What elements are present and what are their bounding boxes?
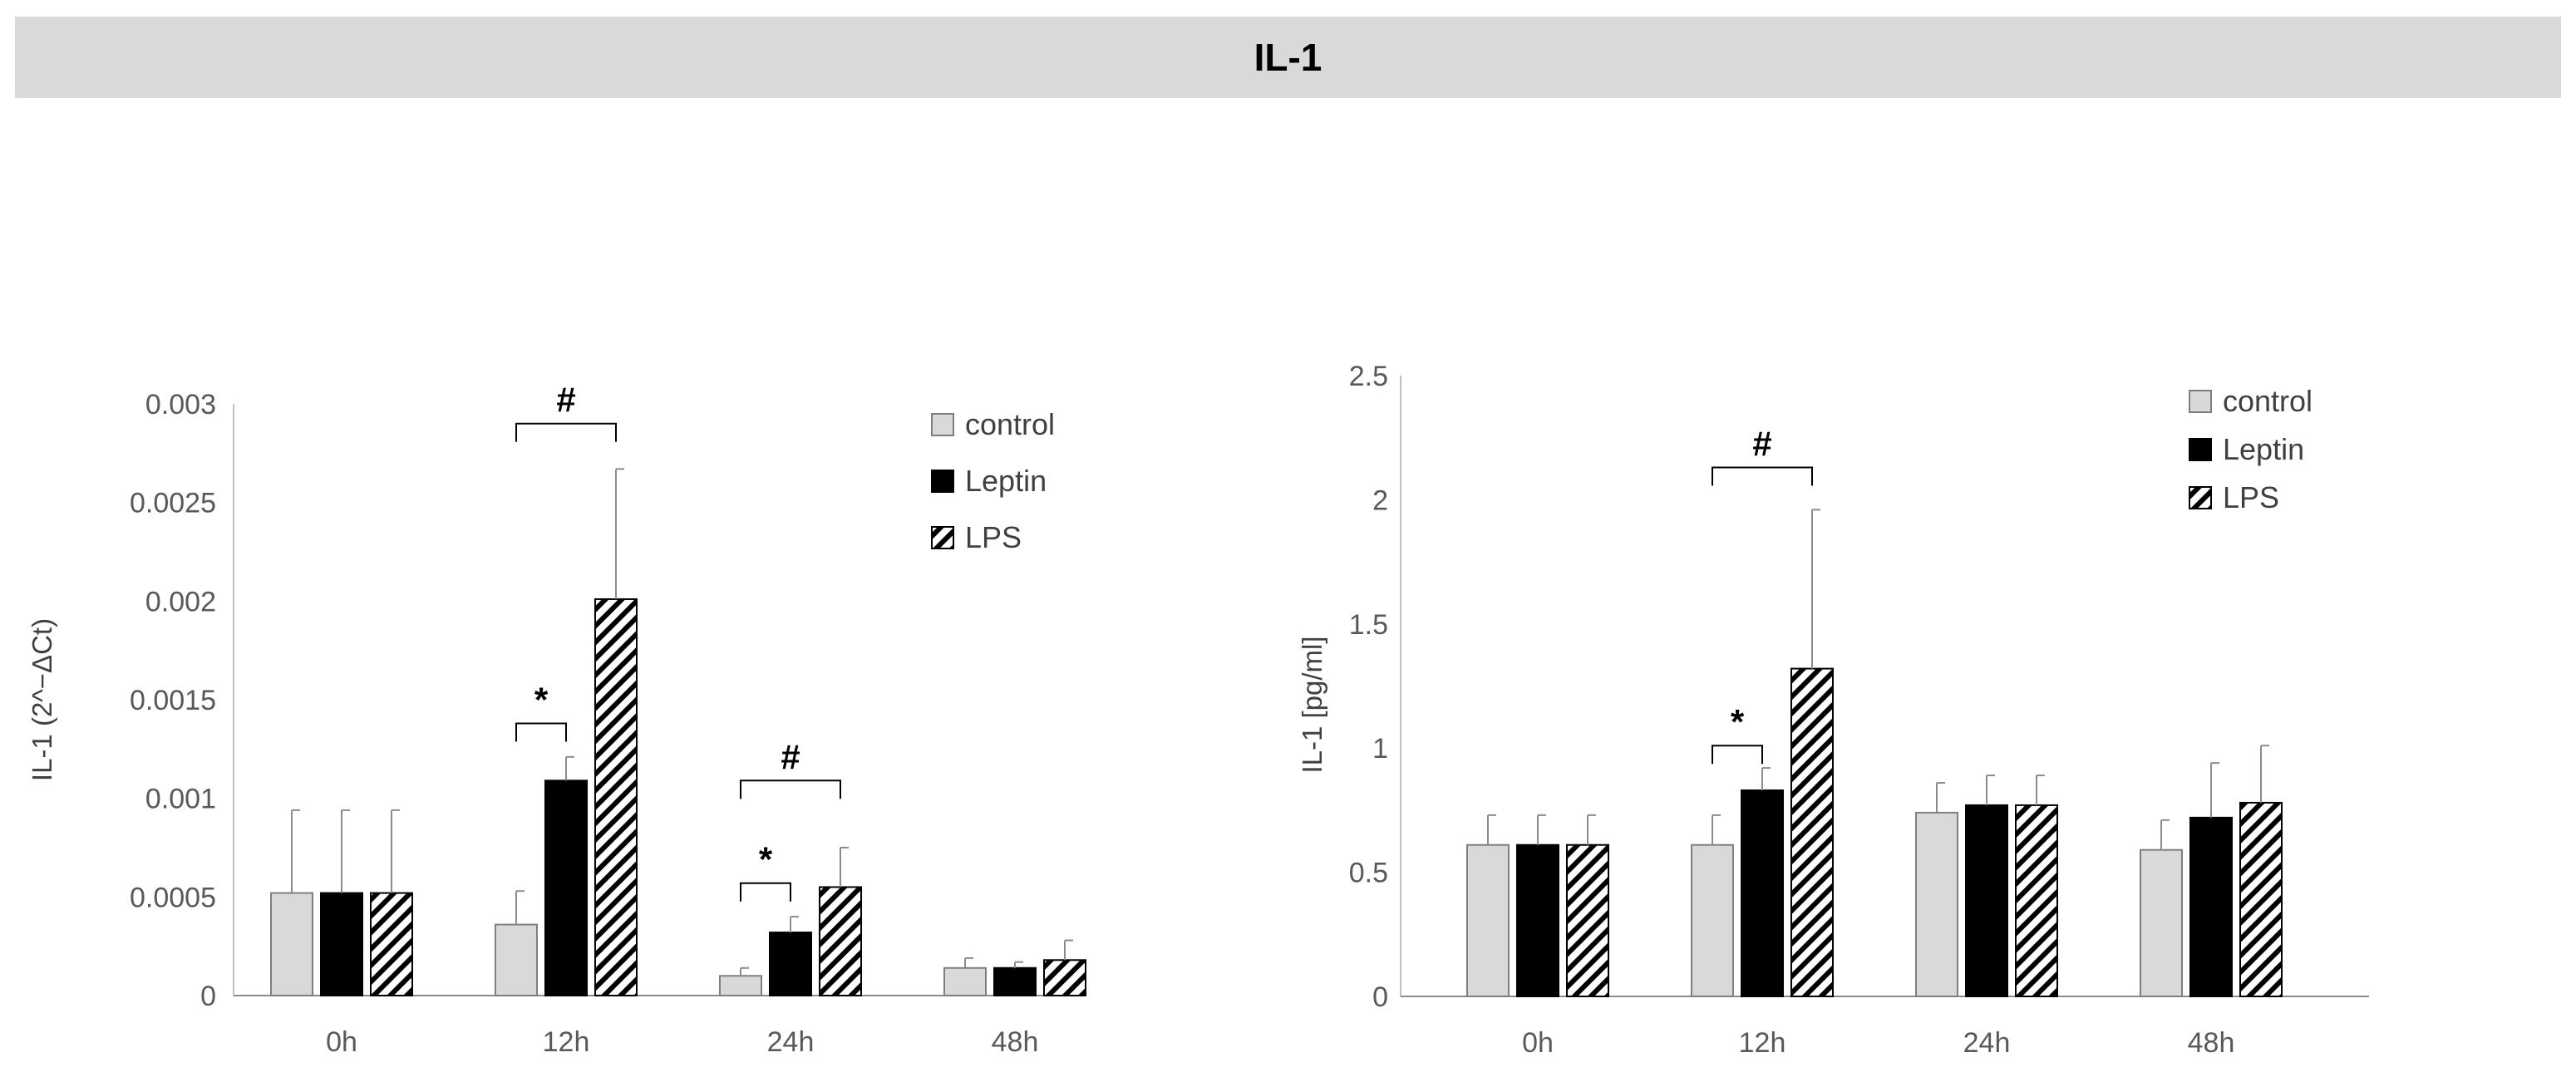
significance-bracket bbox=[740, 780, 841, 799]
y-axis-label: IL-1 (2^−ΔCt) bbox=[27, 618, 57, 781]
x-tick-label: 24h bbox=[767, 1026, 815, 1058]
page-title: IL-1 bbox=[1254, 36, 1322, 79]
bar-lps-0h bbox=[1566, 843, 1609, 997]
y-tick-label: 0 bbox=[1372, 981, 1388, 1013]
significance-marker: * bbox=[759, 840, 773, 879]
legend-swatch-leptin bbox=[931, 470, 954, 493]
x-tick-label: 48h bbox=[992, 1026, 1039, 1058]
bar-leptin-12h bbox=[544, 780, 588, 996]
significance-bracket bbox=[1712, 466, 1813, 486]
legend-label-lps: LPS bbox=[2223, 480, 2279, 514]
significance-bracket bbox=[1712, 745, 1763, 765]
x-tick-label: 0h bbox=[326, 1026, 357, 1058]
bar-control-12h bbox=[495, 923, 538, 997]
bar-lps-48h bbox=[2239, 801, 2283, 997]
y-axis-label: IL-1 [pg/ml] bbox=[1297, 636, 1327, 773]
legend-swatch-lps bbox=[931, 526, 954, 549]
y-tick-label: 1.5 bbox=[1349, 609, 1388, 641]
legend-label-leptin: Leptin bbox=[965, 464, 1047, 498]
x-tick-label: 0h bbox=[1522, 1027, 1554, 1059]
x-tick-label: 48h bbox=[2188, 1027, 2235, 1059]
bar-lps-24h bbox=[819, 886, 862, 997]
bar-control-48h bbox=[943, 966, 987, 996]
y-tick-label: 0.0005 bbox=[130, 882, 216, 913]
legend-swatch-control bbox=[2189, 390, 2212, 413]
bar-lps-48h bbox=[1043, 959, 1086, 997]
significance-marker: # bbox=[781, 737, 800, 776]
legend-swatch-leptin bbox=[2189, 438, 2212, 461]
y-tick-label: 0.001 bbox=[145, 784, 216, 815]
bar-control-0h bbox=[270, 892, 313, 996]
bar-leptin-0h bbox=[1516, 843, 1559, 997]
significance-marker: # bbox=[556, 381, 575, 420]
bar-leptin-0h bbox=[320, 892, 363, 996]
bar-control-24h bbox=[1915, 811, 1958, 997]
bar-control-12h bbox=[1691, 843, 1734, 997]
bar-leptin-12h bbox=[1741, 789, 1784, 997]
y-tick-label: 2.5 bbox=[1349, 361, 1388, 392]
significance-bracket bbox=[515, 722, 567, 742]
bar-lps-24h bbox=[2015, 804, 2058, 998]
bar-lps-12h bbox=[594, 598, 638, 997]
legend-label-leptin: Leptin bbox=[2223, 432, 2304, 466]
significance-marker: * bbox=[1731, 702, 1745, 741]
bar-lps-0h bbox=[370, 892, 413, 996]
bar-leptin-24h bbox=[1965, 804, 2008, 998]
legend-swatch-control bbox=[931, 413, 954, 436]
bar-leptin-24h bbox=[769, 932, 812, 997]
legend-label-lps: LPS bbox=[965, 520, 1022, 554]
legend-label-control: control bbox=[965, 407, 1055, 441]
bar-control-0h bbox=[1466, 843, 1510, 997]
bar-lps-12h bbox=[1790, 667, 1834, 997]
chart-rt-pcr: 0 0.0005 0.001 0.0015 0.002 0.0025 0.003 0h 12h 2… bbox=[27, 381, 1086, 1058]
y-tick-label: 0.002 bbox=[145, 586, 216, 617]
y-tick-label: 1 bbox=[1372, 733, 1388, 765]
significance-bracket bbox=[740, 882, 791, 902]
title-banner: IL-1 bbox=[15, 17, 2561, 98]
bar-leptin-48h bbox=[993, 966, 1037, 996]
legend-label-control: control bbox=[2223, 384, 2312, 418]
y-tick-label: 2 bbox=[1372, 484, 1388, 516]
significance-marker: # bbox=[1752, 425, 1771, 464]
x-tick-label: 12h bbox=[543, 1026, 590, 1058]
y-tick-label: 0 bbox=[200, 981, 216, 1012]
y-tick-label: 0.5 bbox=[1349, 858, 1388, 889]
bar-control-48h bbox=[2140, 848, 2183, 998]
bar-control-24h bbox=[719, 975, 762, 997]
significance-marker: * bbox=[534, 680, 549, 719]
y-tick-label: 0.003 bbox=[145, 389, 216, 421]
x-tick-label: 24h bbox=[1963, 1027, 2011, 1059]
bar-leptin-48h bbox=[2189, 816, 2233, 998]
x-tick-label: 12h bbox=[1739, 1027, 1786, 1059]
y-tick-label: 0.0025 bbox=[130, 488, 216, 519]
y-tick-label: 0.0015 bbox=[130, 685, 216, 716]
significance-bracket bbox=[515, 422, 617, 442]
legend-swatch-lps bbox=[2189, 486, 2212, 509]
